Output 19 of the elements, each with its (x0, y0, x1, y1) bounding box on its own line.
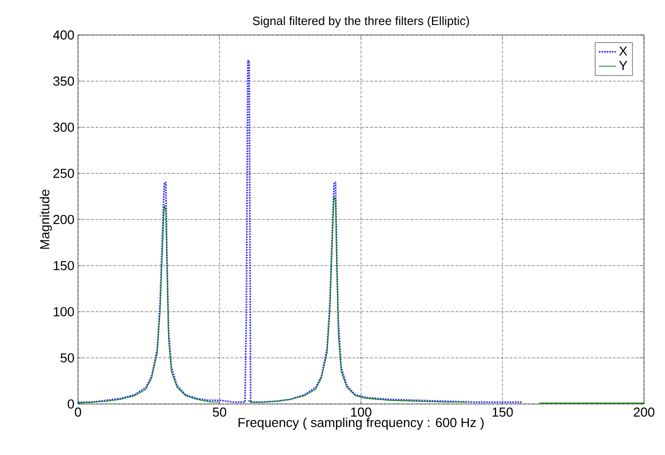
y-tick-label: 350 (53, 76, 74, 86)
x-tick-label: 200 (634, 408, 654, 417)
x-tick-label: 150 (492, 408, 513, 417)
y-tick-label: 250 (53, 168, 74, 178)
x-tick-label: 100 (351, 408, 372, 417)
y-axis-title: Magnitude (40, 190, 52, 249)
y-tick-label: 200 (53, 214, 74, 224)
x-tick-label: 0 (74, 408, 82, 417)
x-tick-label: 50 (212, 408, 226, 417)
y-tick-label: 0 (68, 399, 74, 409)
y-tick-label: 50 (60, 353, 74, 362)
legend-label: Y (619, 61, 628, 70)
y-tick-label: 100 (54, 307, 74, 316)
y-tick-label: 300 (53, 122, 74, 132)
legend-label: X (619, 46, 628, 56)
y-tick-label: 150 (54, 261, 74, 270)
chart-title: Signal filtered by the three filters (Elliptic) (252, 16, 469, 28)
y-tick-label: 400 (53, 30, 74, 40)
x-axis-title: Frequency ( sampling frequency : 600 Hz ) (238, 418, 484, 430)
